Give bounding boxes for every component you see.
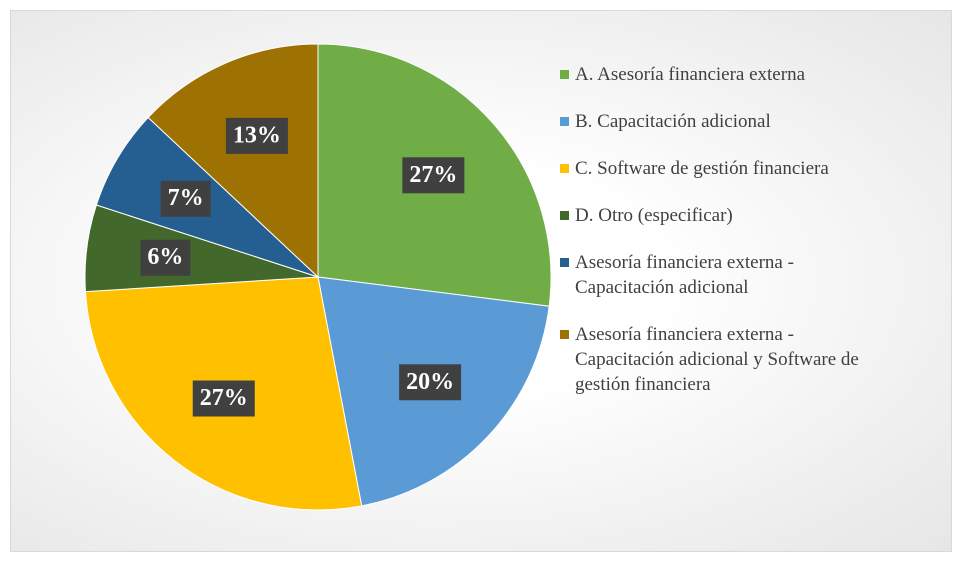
legend-label: C. Software de gestión financiera [575, 158, 829, 179]
legend-label: Asesoría financiera externa - Capacitaci… [575, 252, 794, 298]
data-label-text: 13% [233, 122, 281, 148]
data-label: 7% [160, 180, 211, 217]
data-label: 27% [402, 157, 465, 194]
legend-marker [560, 117, 569, 126]
data-label: 6% [140, 239, 191, 276]
legend-marker [560, 258, 569, 267]
legend-label: A. Asesoría financiera externa [575, 64, 806, 85]
legend-item: Asesoría financiera externa - Capacitaci… [560, 322, 880, 397]
legend-label: B. Capacitación adicional [575, 111, 771, 132]
data-label: 13% [225, 117, 288, 154]
data-label-text: 7% [168, 185, 204, 211]
legend-marker [560, 164, 569, 173]
data-label-box [160, 180, 211, 217]
data-label: 27% [192, 380, 255, 417]
legend-item: Asesoría financiera externa - Capacitaci… [560, 250, 880, 300]
data-label-box [402, 157, 465, 194]
data-label-text: 27% [409, 162, 457, 188]
legend-marker [560, 211, 569, 220]
data-label-box [399, 364, 462, 401]
data-label-text: 6% [147, 244, 183, 270]
data-label-box [192, 380, 255, 417]
data-label-text: 27% [200, 385, 248, 411]
legend-item: C. Software de gestión financiera [560, 156, 880, 181]
data-label: 20% [399, 364, 462, 401]
legend-item: D. Otro (especificar) [560, 203, 880, 228]
legend-label: D. Otro (especificar) [575, 205, 733, 226]
pie-slice [147, 43, 319, 279]
legend: A. Asesoría financiera externa B. Capacit… [560, 62, 880, 419]
legend-item: B. Capacitación adicional [560, 109, 880, 134]
data-label-box [225, 117, 288, 154]
data-label-text: 20% [406, 369, 454, 395]
legend-label: Asesoría financiera externa - Capacitaci… [575, 324, 859, 395]
data-label-box [140, 239, 191, 276]
legend-marker [560, 70, 569, 79]
legend-item: A. Asesoría financiera externa [560, 62, 880, 87]
legend-marker [560, 330, 569, 339]
